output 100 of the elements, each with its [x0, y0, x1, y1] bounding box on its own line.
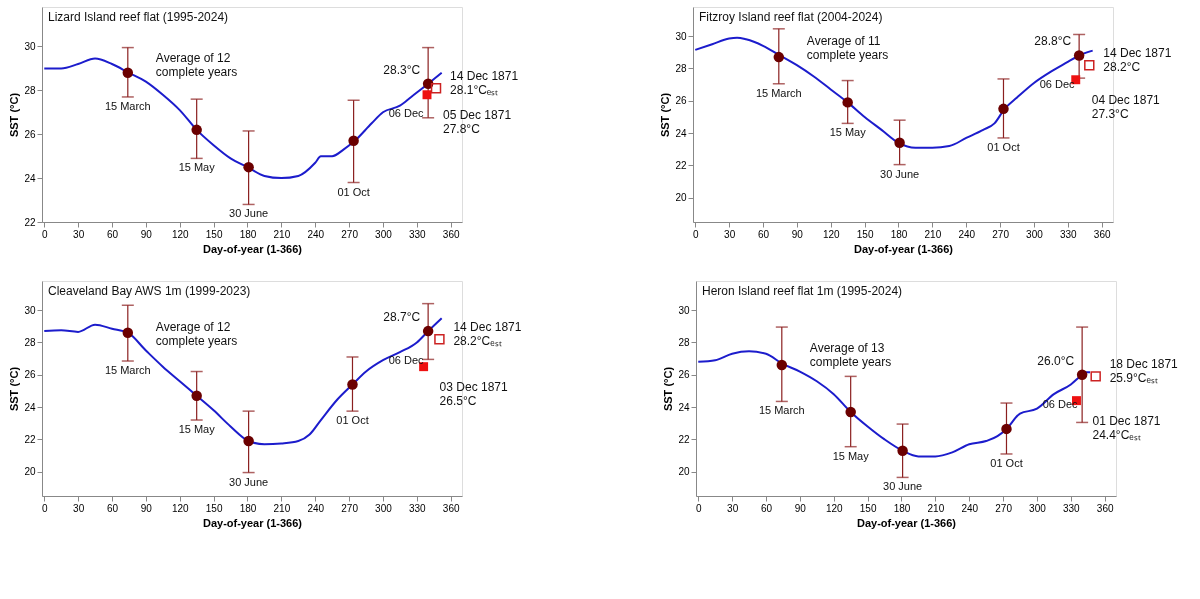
point — [845, 406, 856, 418]
point — [422, 325, 434, 337]
annotation: 15 March — [104, 99, 151, 112]
y-tick-label: 22 — [24, 433, 36, 445]
x-tick-label: 30 — [724, 228, 736, 240]
point — [1073, 50, 1085, 61]
x-axis-title: Day-of-year (1-366) — [853, 242, 954, 255]
point — [776, 359, 788, 371]
y-tick-label: 26 — [678, 369, 690, 381]
point — [347, 379, 358, 390]
annotation: 30 June — [229, 475, 269, 488]
y-tick-label: 22 — [678, 433, 690, 445]
chart-title: Fitzroy Island reef flat (2004-2024) — [699, 10, 883, 24]
x-tick-label: 120 — [825, 502, 844, 514]
annotation: 04 Dec 1871 27.3°C — [1091, 92, 1161, 121]
point — [894, 137, 905, 149]
y-tick-label: 22 — [675, 159, 687, 171]
annotation: 18 Dec 1871 25.9°Cₑₛₜ — [1109, 357, 1179, 386]
annotation: 28.7°C — [383, 310, 421, 325]
point — [348, 135, 359, 147]
annotation: 14 Dec 1871 28.1°Cₑₛₜ — [450, 69, 519, 98]
x-tick-label: 240 — [958, 228, 976, 240]
x-tick-label: 210 — [273, 502, 291, 514]
x-tick-label: 360 — [442, 228, 460, 240]
y-tick-label: 26 — [24, 128, 36, 140]
point — [998, 103, 1009, 115]
annotation: 01 Dec 1871 24.4°Cₑₛₜ — [1092, 413, 1161, 442]
x-tick-label: 0 — [695, 502, 702, 514]
point — [1090, 371, 1101, 382]
y-axis-title: SST (°C) — [662, 366, 675, 412]
x-tick-label: 60 — [760, 502, 773, 514]
annotation: 30 June — [229, 207, 269, 220]
y-tick-label: 20 — [678, 466, 690, 478]
x-tick-label: 180 — [890, 228, 908, 240]
x-tick-label: 270 — [341, 228, 359, 240]
point — [122, 67, 134, 79]
y-axis-title: SST (°C) — [659, 92, 672, 138]
chart-title: Lizard Island reef flat (1995-2024) — [48, 10, 229, 24]
x-tick-label: 210 — [924, 228, 942, 240]
x-tick-label: 300 — [1026, 228, 1044, 240]
x-tick-label: 180 — [893, 502, 911, 514]
annotation: 06 Dec — [388, 354, 425, 367]
point — [1076, 369, 1088, 380]
annotation: 01 Oct — [990, 456, 1023, 469]
point — [897, 445, 908, 456]
point — [434, 333, 445, 345]
x-tick-label: 150 — [856, 228, 874, 240]
x-tick-label: 0 — [41, 502, 48, 514]
y-tick-label: 20 — [24, 466, 36, 478]
annotation: 15 March — [755, 86, 802, 99]
point — [191, 124, 202, 136]
x-tick-label: 150 — [205, 502, 223, 514]
annotation: 03 Dec 1871 26.5°C — [439, 379, 508, 408]
x-tick-label: 30 — [727, 502, 739, 514]
annotation: Average of 11 complete years — [806, 34, 889, 63]
chart-title: Cleaveland Bay AWS 1m (1999-2023) — [48, 284, 251, 298]
y-tick-label: 30 — [24, 40, 36, 52]
x-tick-label: 120 — [171, 228, 190, 240]
x-tick-label: 270 — [995, 502, 1013, 514]
x-tick-label: 30 — [73, 502, 85, 514]
point — [1001, 423, 1012, 435]
annotation: 15 May — [832, 449, 870, 462]
annotation: 06 Dec — [1039, 78, 1076, 91]
x-tick-label: 180 — [239, 502, 257, 514]
x-tick-label: 300 — [1029, 502, 1047, 514]
point — [191, 390, 202, 402]
y-tick-label: 28 — [675, 62, 687, 74]
x-tick-label: 0 — [692, 228, 699, 240]
annotation: 30 June — [883, 480, 923, 493]
x-axis-title: Day-of-year (1-366) — [202, 516, 303, 529]
y-axis-title: SST (°C) — [8, 92, 21, 138]
y-tick-label: 24 — [675, 127, 687, 139]
x-tick-label: 0 — [41, 228, 48, 240]
annotation: 05 Dec 1871 27.8°C — [443, 107, 512, 136]
x-tick-label: 330 — [1062, 502, 1081, 514]
x-tick-label: 240 — [961, 502, 979, 514]
annotation: 06 Dec — [388, 106, 425, 119]
point — [842, 97, 853, 108]
y-tick-label: 28 — [678, 336, 690, 348]
annotation: Average of 12 complete years — [155, 50, 238, 79]
x-tick-label: 330 — [1059, 228, 1078, 240]
x-tick-label: 270 — [341, 502, 359, 514]
annotation: 26.0°C — [1037, 353, 1075, 368]
point — [243, 435, 254, 447]
y-tick-label: 28 — [24, 84, 36, 96]
chart-title: Heron Island reef flat 1m (1995-2024) — [702, 284, 903, 298]
x-tick-label: 300 — [375, 502, 393, 514]
x-tick-label: 30 — [73, 228, 85, 240]
y-axis-title: SST (°C) — [8, 366, 21, 412]
annotation: Average of 12 complete years — [155, 319, 238, 348]
x-tick-label: 210 — [273, 228, 291, 240]
point — [422, 78, 434, 90]
x-axis-title: Day-of-year (1-366) — [202, 242, 303, 255]
x-tick-label: 60 — [757, 228, 770, 240]
annotation: Average of 13 complete years — [809, 340, 892, 369]
x-tick-label: 210 — [927, 502, 945, 514]
y-tick-label: 24 — [678, 401, 690, 413]
x-tick-label: 360 — [442, 502, 460, 514]
y-tick-label: 20 — [675, 192, 687, 204]
point — [1084, 59, 1095, 71]
